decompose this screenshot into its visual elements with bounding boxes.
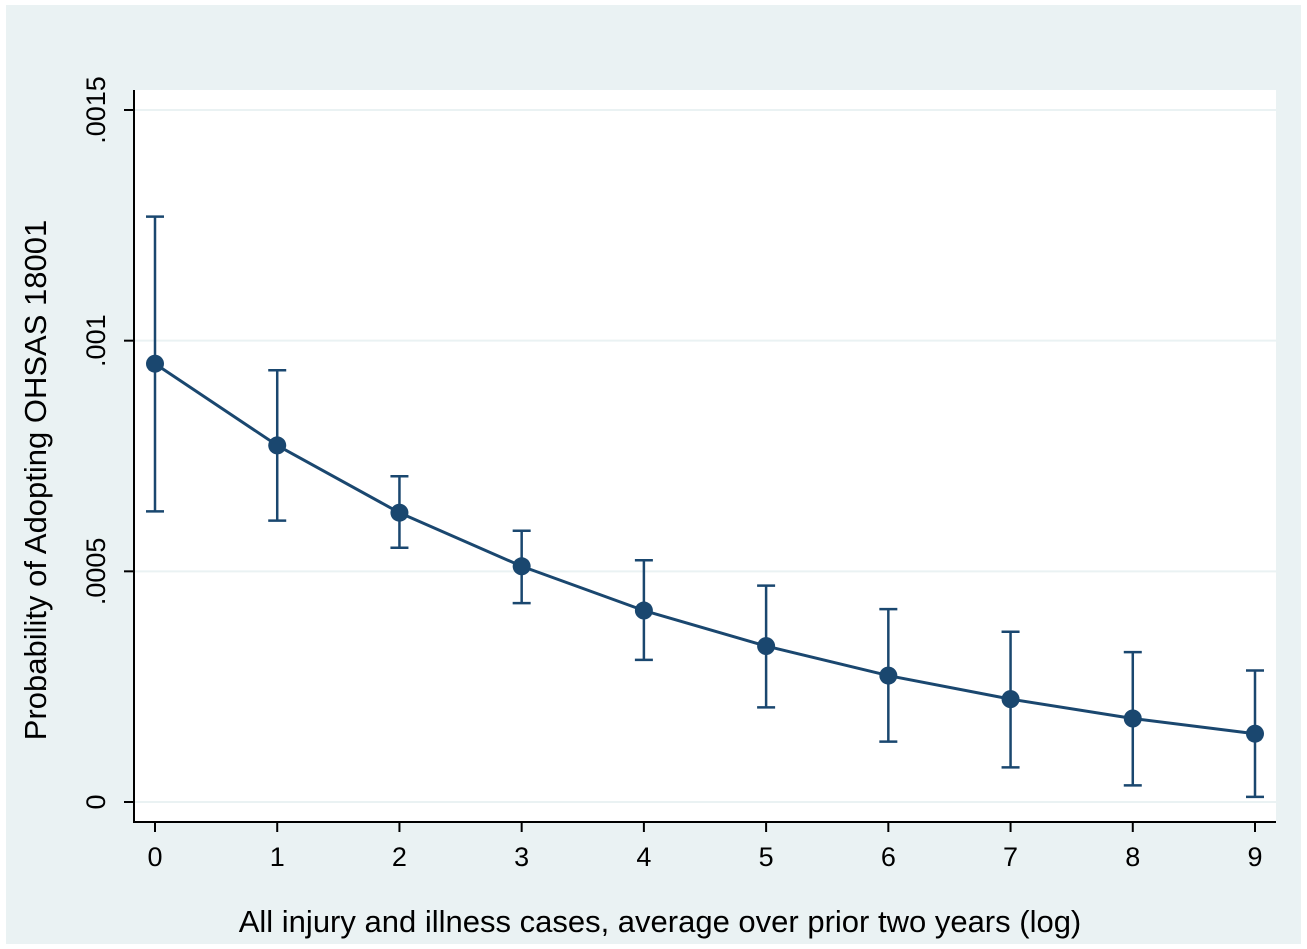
data-point — [634, 601, 653, 620]
x-tick-label: 4 — [636, 842, 651, 872]
x-tick-label: 9 — [1247, 842, 1262, 872]
data-point — [146, 354, 164, 373]
data-points — [146, 354, 1264, 743]
series-line — [154, 362, 1256, 736]
x-tick-label: 3 — [514, 842, 529, 872]
data-point — [512, 557, 531, 576]
x-axis-label: All injury and illness cases, average ov… — [239, 904, 1082, 939]
x-tick-label: 5 — [759, 842, 774, 872]
y-tick-label: .0005 — [81, 538, 111, 606]
y-tick-label: 0 — [81, 794, 111, 809]
y-tick-label: .0015 — [81, 76, 111, 144]
y-tick-label: .001 — [81, 314, 111, 367]
x-tick-label: 8 — [1125, 842, 1140, 872]
data-point — [268, 436, 287, 455]
x-axis-ticks: 0 1 2 3 4 5 6 7 8 9 — [147, 822, 1263, 872]
data-point — [757, 637, 776, 656]
data-point — [1246, 724, 1264, 743]
data-point — [879, 666, 898, 685]
x-tick-label: 2 — [392, 842, 407, 872]
plot-area — [134, 90, 1276, 822]
x-tick-label: 7 — [1003, 842, 1018, 872]
data-point — [1123, 709, 1142, 728]
data-point — [390, 503, 409, 522]
y-axis-ticks: 0 .0005 .001 .0015 — [81, 76, 134, 810]
y-axis-label: Probability of Adopting OHSAS 18001 — [18, 220, 53, 740]
x-tick-label: 0 — [147, 842, 162, 872]
x-tick-label: 6 — [881, 842, 896, 872]
x-tick-label: 1 — [270, 842, 285, 872]
axes — [133, 90, 1276, 823]
series-polyline — [154, 362, 1256, 736]
data-point — [1001, 690, 1020, 709]
gridlines — [134, 109, 1276, 803]
